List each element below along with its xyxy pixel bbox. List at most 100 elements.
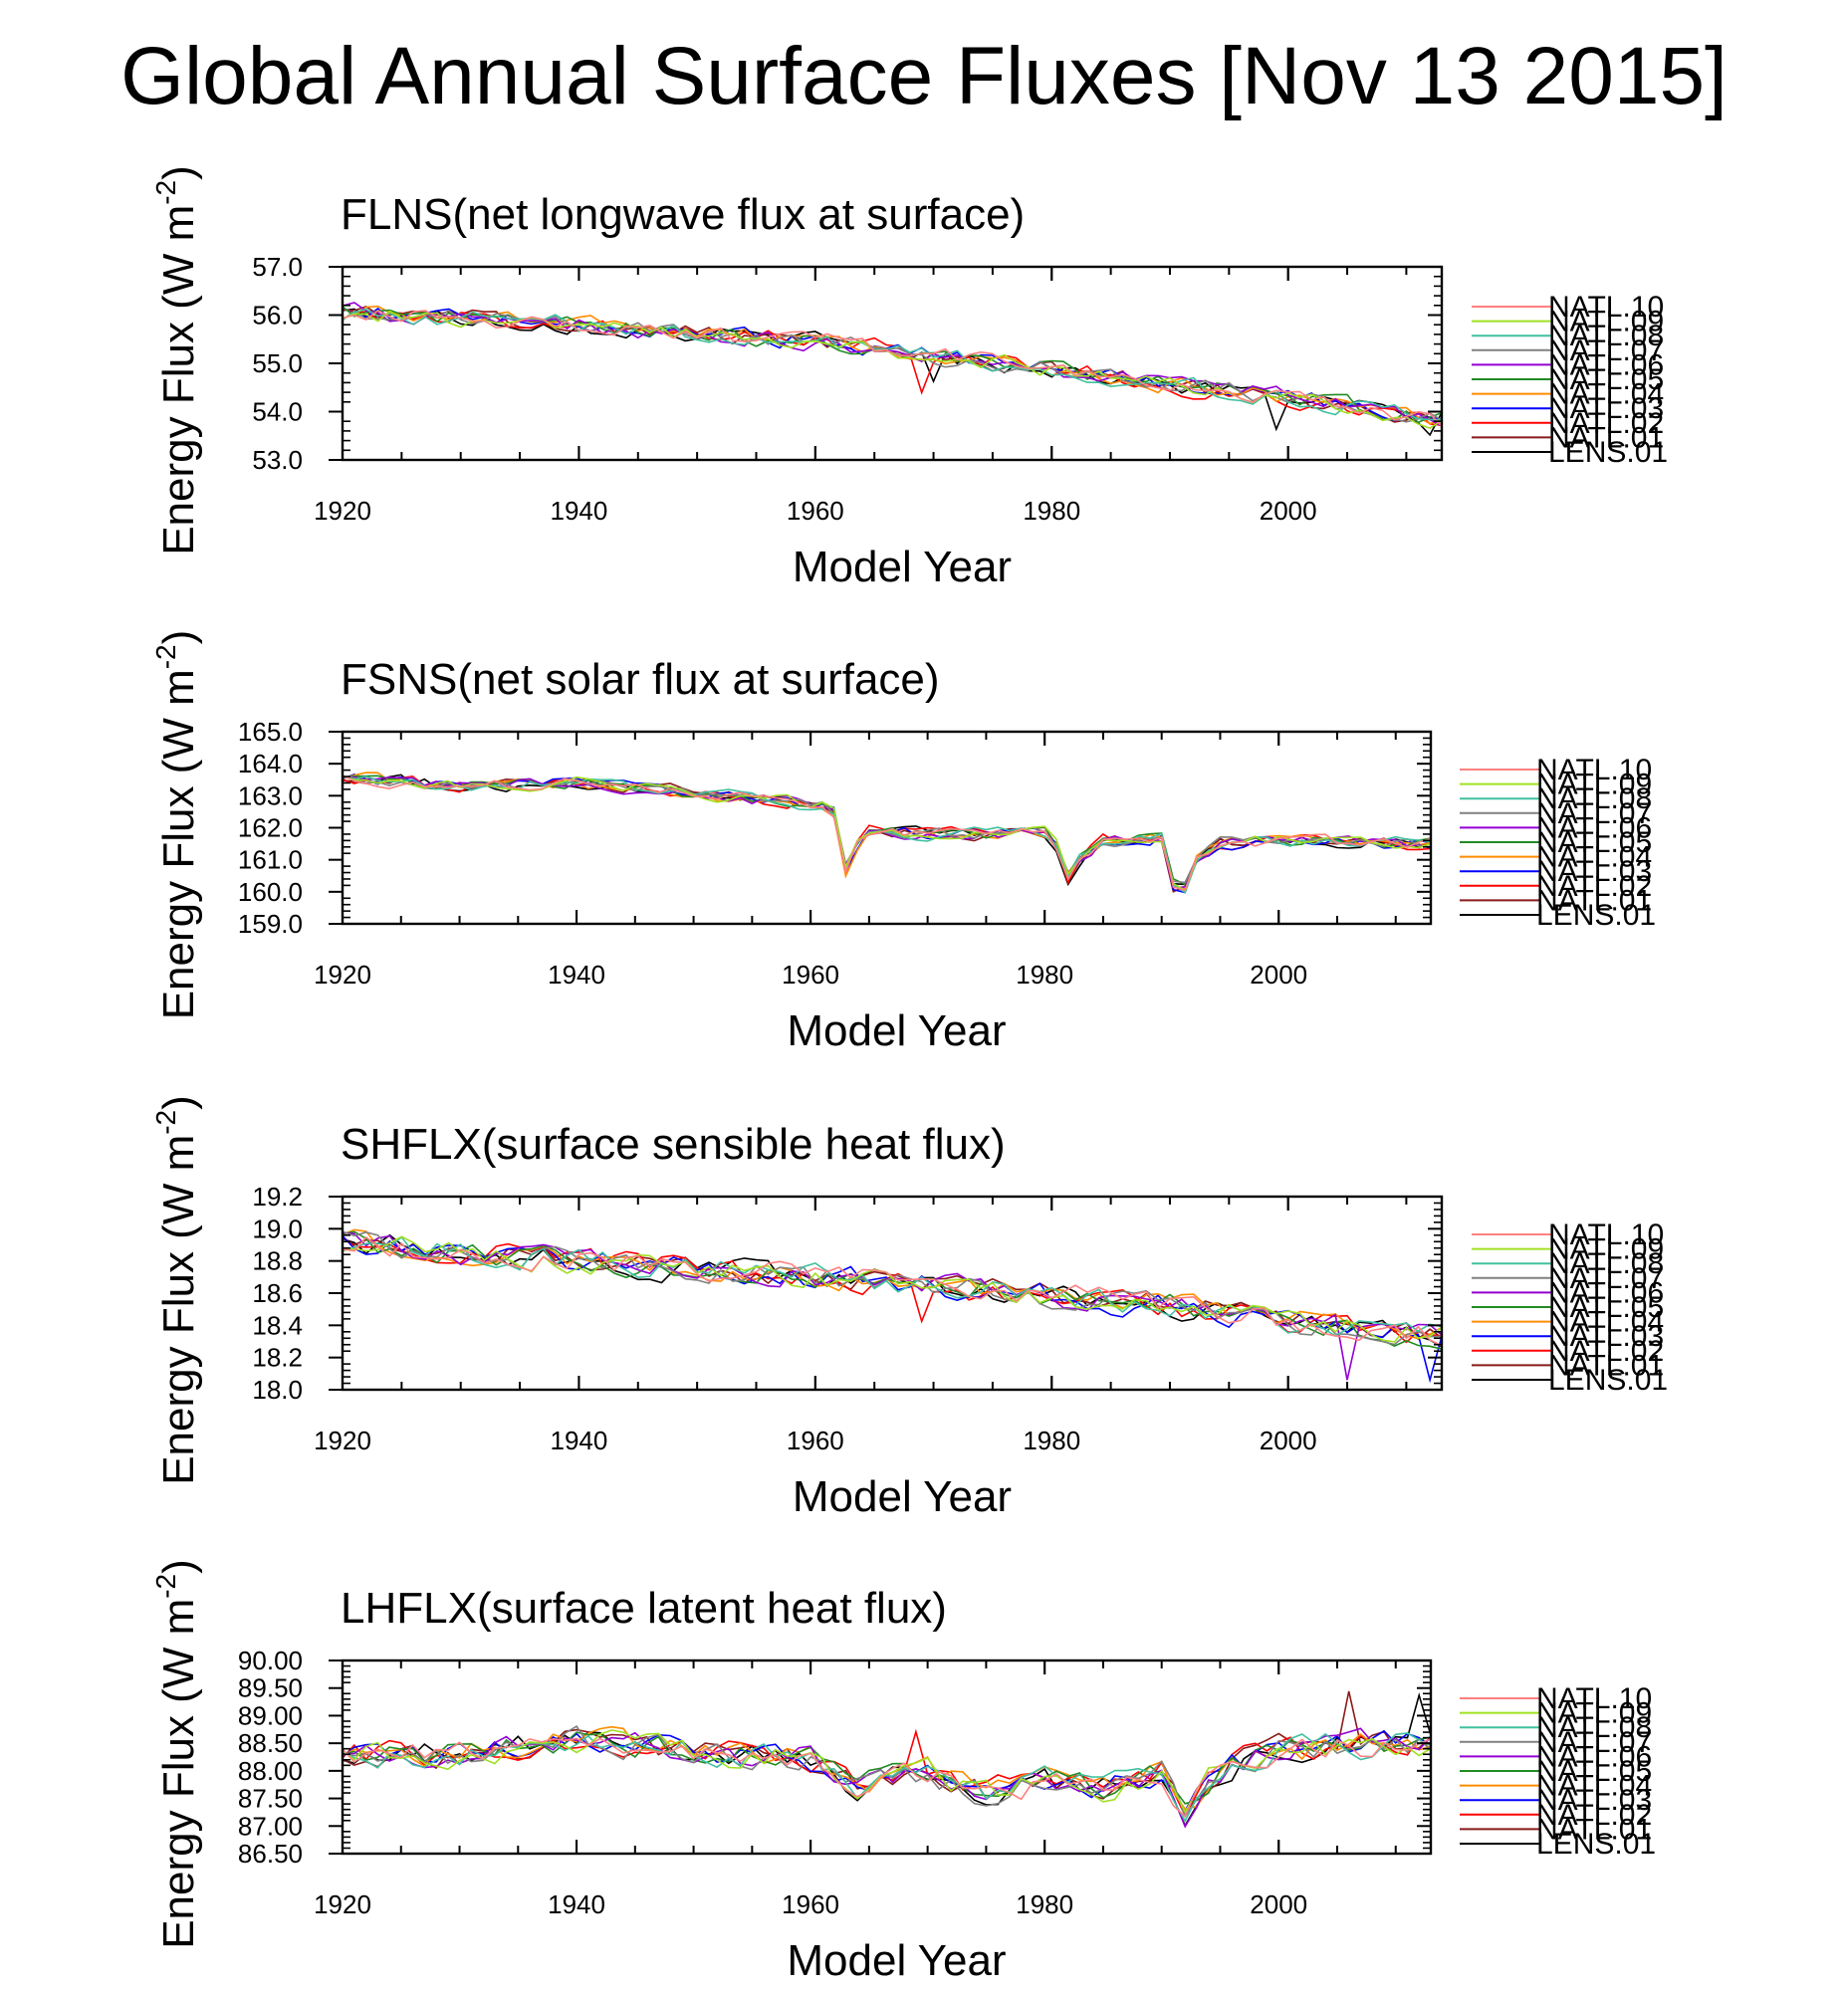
series-line-natl-10 xyxy=(343,309,1442,427)
y-axis-label: Energy Flux (W m-2) xyxy=(150,1095,203,1485)
y-axis-label-main: Energy Flux (W m xyxy=(154,669,203,1019)
series-line-natl-02 xyxy=(343,1235,1442,1344)
legend-label-natl-10: NATL.10 xyxy=(1536,754,1652,786)
legend-label-natl-09: NATL.09 xyxy=(1536,769,1652,801)
legend: NATL.10NATL.09NATL.08NATL.07NATL.06NATL.… xyxy=(1460,1682,1656,1861)
legend-label-natl-05: NATL.05 xyxy=(1536,1755,1652,1788)
y-tick-label: 165.0 xyxy=(238,717,303,747)
legend-label-lens-01: LENS.01 xyxy=(1536,1828,1656,1861)
x-tick-label: 1980 xyxy=(1016,1889,1073,1919)
legend-label-natl-07: NATL.07 xyxy=(1536,797,1652,830)
x-tick-label: 1960 xyxy=(787,496,844,526)
y-tick-label: 18.0 xyxy=(252,1375,303,1405)
y-tick-label: 19.2 xyxy=(252,1182,303,1212)
panel-title: LHFLX(surface latent heat flux) xyxy=(341,1584,947,1633)
series-line-natl-09 xyxy=(343,310,1442,429)
legend-label-natl-03: NATL.03 xyxy=(1536,855,1652,888)
legend-label-natl-02: NATL.02 xyxy=(1548,407,1664,440)
x-tick-label: 1940 xyxy=(550,1426,607,1455)
legend-label-natl-05: NATL.05 xyxy=(1548,363,1664,396)
y-axis-label-exponent: -2 xyxy=(150,1574,181,1599)
series-line-natl-10 xyxy=(343,774,1431,892)
series-line-natl-10 xyxy=(343,1737,1431,1819)
y-axis-label-main: Energy Flux (W m xyxy=(154,205,203,555)
y-axis-label-main: Energy Flux (W m xyxy=(154,1599,203,1949)
x-tick-label: 1940 xyxy=(550,496,607,526)
legend-label-natl-03: NATL.03 xyxy=(1548,1320,1664,1353)
y-tick-label: 54.0 xyxy=(252,397,303,427)
legend-label-natl-01: NATL.01 xyxy=(1536,1813,1652,1846)
y-tick-label: 53.0 xyxy=(252,445,303,475)
legend-label-lens-01: LENS.01 xyxy=(1548,436,1668,469)
y-tick-label: 88.50 xyxy=(238,1728,303,1758)
x-axis-label: Model Year xyxy=(793,543,1012,591)
x-tick-label: 1940 xyxy=(548,960,605,990)
y-tick-label: 57.0 xyxy=(252,252,303,282)
legend-label-natl-04: NATL.04 xyxy=(1536,841,1652,874)
y-axis-label-close: ) xyxy=(154,165,203,180)
legend-label-natl-01: NATL.01 xyxy=(1548,421,1664,454)
legend-label-natl-06: NATL.06 xyxy=(1536,1740,1652,1773)
legend-label-natl-08: NATL.08 xyxy=(1536,1711,1652,1744)
y-tick-label: 87.00 xyxy=(238,1811,303,1841)
legend-label-natl-05: NATL.05 xyxy=(1548,1291,1664,1324)
panel-title: SHFLX(surface sensible heat flux) xyxy=(341,1120,1006,1169)
x-tick-label: 2000 xyxy=(1250,1889,1307,1919)
y-tick-label: 18.6 xyxy=(252,1278,303,1308)
y-tick-label: 89.50 xyxy=(238,1673,303,1703)
x-tick-label: 1920 xyxy=(314,1889,371,1919)
x-tick-label: 1960 xyxy=(782,1889,839,1919)
y-tick-label: 19.0 xyxy=(252,1214,303,1243)
legend-label-natl-09: NATL.09 xyxy=(1548,306,1664,338)
y-tick-label: 164.0 xyxy=(238,749,303,778)
legend-label-natl-09: NATL.09 xyxy=(1548,1233,1664,1266)
legend-label-natl-01: NATL.01 xyxy=(1536,884,1652,917)
legend-label-natl-10: NATL.10 xyxy=(1536,1682,1652,1715)
y-axis-label-close: ) xyxy=(154,1095,203,1110)
x-tick-label: 1940 xyxy=(548,1889,605,1919)
legend-label-lens-01: LENS.01 xyxy=(1536,899,1656,932)
y-tick-label: 163.0 xyxy=(238,780,303,810)
series-line-natl-05 xyxy=(343,306,1442,424)
plot-frame xyxy=(341,1195,1444,1392)
legend: NATL.10NATL.09NATL.08NATL.07NATL.06NATL.… xyxy=(1460,754,1656,932)
legend-label-natl-04: NATL.04 xyxy=(1548,1306,1664,1339)
x-tick-label: 1980 xyxy=(1023,1426,1080,1455)
y-tick-label: 18.4 xyxy=(252,1310,303,1340)
y-tick-label: 161.0 xyxy=(238,845,303,875)
series-line-natl-05 xyxy=(343,1230,1442,1350)
series-group xyxy=(343,1690,1431,1829)
y-tick-label: 88.00 xyxy=(238,1756,303,1786)
series-line-lens-01 xyxy=(343,1691,1431,1828)
legend-label-natl-07: NATL.07 xyxy=(1548,1262,1664,1295)
legend-label-natl-05: NATL.05 xyxy=(1536,826,1652,859)
y-axis-label-exponent: -2 xyxy=(150,644,181,669)
x-tick-label: 1980 xyxy=(1023,496,1080,526)
y-axis-label-close: ) xyxy=(154,1559,203,1574)
y-tick-label: 87.50 xyxy=(238,1784,303,1814)
x-tick-label: 1980 xyxy=(1016,960,1073,990)
legend-label-lens-01: LENS.01 xyxy=(1548,1364,1668,1397)
series-group xyxy=(343,1228,1442,1384)
plot-frame xyxy=(341,1659,1433,1856)
x-tick-label: 2000 xyxy=(1260,1426,1317,1455)
series-group xyxy=(343,302,1442,437)
x-tick-label: 1920 xyxy=(314,496,371,526)
x-axis-label: Model Year xyxy=(787,1006,1006,1055)
series-line-natl-02 xyxy=(343,1728,1431,1818)
chart-panel-4: LHFLX(surface latent heat flux) Energy Fl… xyxy=(150,1559,1656,1985)
y-axis-label: Energy Flux (W m-2) xyxy=(150,165,203,555)
y-axis-label-close: ) xyxy=(154,630,203,645)
y-axis-label-exponent: -2 xyxy=(150,1110,181,1135)
chart-panel-3: SHFLX(surface sensible heat flux) Energy … xyxy=(150,1095,1668,1521)
y-tick-label: 86.50 xyxy=(238,1839,303,1869)
legend-label-natl-08: NATL.08 xyxy=(1536,782,1652,815)
legend-label-natl-04: NATL.04 xyxy=(1548,378,1664,411)
legend-label-natl-06: NATL.06 xyxy=(1548,1276,1664,1309)
y-tick-label: 162.0 xyxy=(238,813,303,843)
legend: NATL.10NATL.09NATL.08NATL.07NATL.06NATL.… xyxy=(1472,291,1668,469)
panel-title: FSNS(net solar flux at surface) xyxy=(341,655,940,704)
series-line-natl-10 xyxy=(343,1235,1442,1347)
x-axis-label: Model Year xyxy=(793,1472,1012,1521)
legend-label-natl-07: NATL.07 xyxy=(1536,1726,1652,1759)
